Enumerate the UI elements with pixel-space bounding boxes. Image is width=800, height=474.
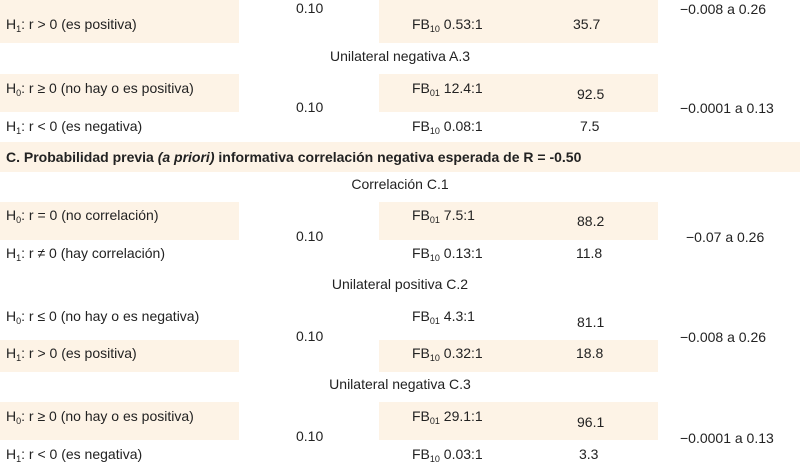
pct-c1-h0: 88.2: [577, 213, 605, 229]
hyp-a2-h1: H1: r > 0 (es positiva): [6, 16, 137, 34]
prior-a3: 0.10: [296, 99, 324, 115]
fb-a3-h1: FB10 0.08:1: [412, 118, 483, 136]
section-c-heading: C. Probabilidad previa (a priori) inform…: [6, 149, 582, 165]
hyp-a3-h0: H0: r ≥ 0 (no hay o es positiva): [6, 80, 194, 98]
pct-c2-h0: 81.1: [577, 314, 605, 330]
pct-c3-h0: 96.1: [577, 414, 605, 430]
fb-c2-h0: FB01 4.3:1: [412, 308, 475, 326]
ci-c2: −0.008 a 0.26: [680, 329, 767, 345]
c1-gap-ci: [658, 202, 800, 270]
title-c2: Unilateral positiva C.2: [331, 276, 469, 292]
pct-c2-h1: 18.8: [576, 345, 604, 361]
hyp-a3-h1: H1: r < 0 (es negativa): [6, 118, 143, 136]
c3-gap: [239, 402, 379, 474]
hyp-c1-h0: H0: r = 0 (no correlación): [6, 207, 159, 225]
ci-c1: −0.07 a 0.26: [686, 229, 765, 245]
c1-gap: [239, 202, 379, 270]
ci-a2-overlay: −0.008 a 0.26: [680, 1, 767, 17]
prior-a2-overlay: 0.10: [296, 0, 324, 16]
ci-a3: −0.0001 a 0.13: [680, 100, 774, 116]
pct-a3-h1: 7.5: [580, 118, 600, 134]
title-c3: Unilateral negativa C.3: [329, 376, 471, 392]
col-gap-2: [658, 0, 800, 43]
pct-c1-h1: 11.8: [576, 245, 603, 261]
a3-gap: [239, 74, 379, 142]
title-c1: Correlación C.1: [351, 176, 449, 192]
hyp-c2-h1: H1: r > 0 (es positiva): [6, 345, 137, 363]
pct-a3-h0: 92.5: [577, 86, 605, 102]
fb-c3-h0: FB01 29.1:1: [412, 408, 483, 426]
fb-c1-h1: FB10 0.13:1: [412, 245, 483, 263]
title-a3: Unilateral negativa A.3: [329, 48, 471, 64]
prior-c1: 0.10: [296, 228, 324, 244]
prior-c3: 0.10: [296, 428, 324, 444]
fb-a2-h1: FB10 0.53:1: [412, 16, 483, 34]
ci-c3: −0.0001 a 0.13: [680, 430, 774, 446]
fb-a3-h0: FB01 12.4:1: [412, 80, 483, 98]
fb-c1-h0: FB01 7.5:1: [412, 207, 475, 225]
band-section-c: [0, 142, 800, 172]
hyp-c3-h1: H1: r < 0 (es negativa): [6, 446, 143, 464]
hyp-c2-h0: H0: r ≤ 0 (no hay o es negativa): [6, 308, 200, 326]
a3-gap-ci: [658, 74, 800, 142]
fb-c3-h1: FB10 0.03:1: [412, 446, 483, 464]
pct-c3-h1: 3.3: [579, 446, 599, 462]
hyp-c1-h1: H1: r ≠ 0 (hay correlación): [6, 245, 165, 263]
hyp-c3-h0: H0: r ≥ 0 (no hay o es positiva): [6, 408, 194, 426]
c2-gap: [239, 302, 379, 372]
c3-gap-ci: [658, 402, 800, 474]
c2-gap-ci: [658, 302, 800, 372]
pct-a2-h1: 35.7: [573, 16, 601, 32]
prior-c2: 0.10: [296, 328, 324, 344]
col-gap-1: [239, 0, 379, 43]
fb-c2-h1: FB10 0.32:1: [412, 345, 483, 363]
